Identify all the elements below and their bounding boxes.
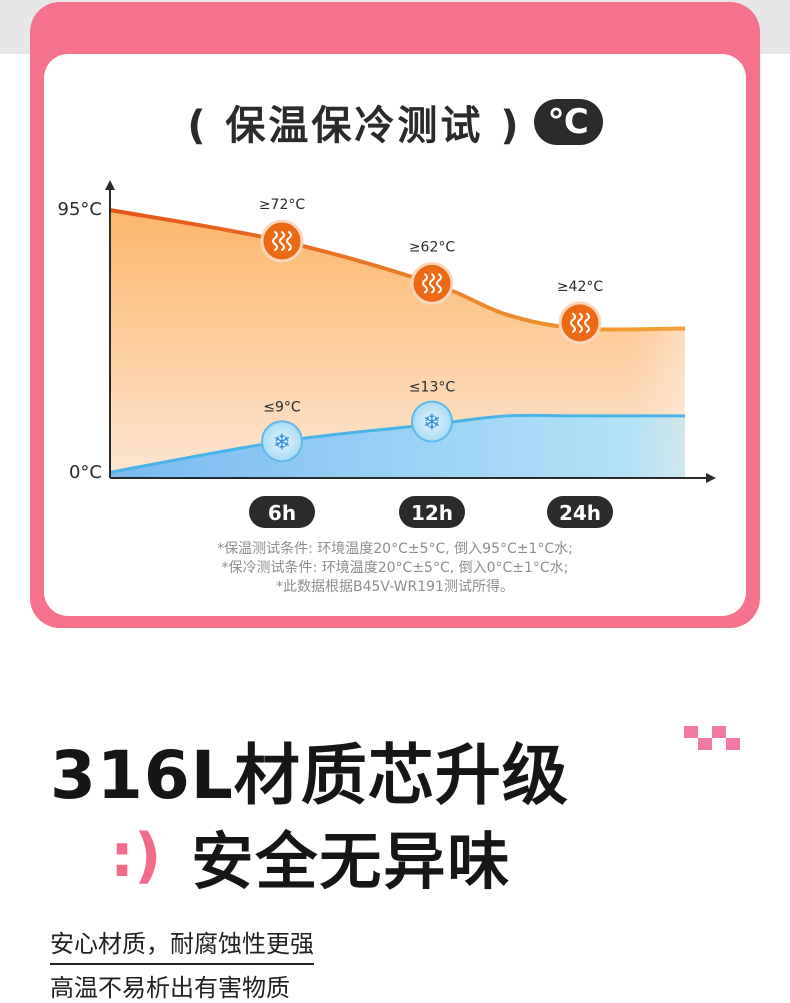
steam-wave	[422, 273, 428, 294]
cold-series-area	[110, 415, 685, 478]
smiley-icon: :)	[110, 821, 162, 891]
x-tick-label-24h: 24h	[559, 501, 601, 525]
checker-decoration	[684, 726, 740, 750]
snowflake-glyph: ❄	[423, 411, 441, 436]
steam-wave	[577, 312, 583, 333]
subheading-row: :) 安全无异味	[110, 816, 511, 898]
feature-line: 高温不易析出有害物质	[50, 974, 290, 1002]
y-tick-label-top: 95°C	[58, 199, 102, 220]
steam-wave	[429, 273, 435, 294]
y-axis-arrow	[105, 180, 115, 190]
steam-wave	[279, 231, 285, 252]
y-tick-label-bottom: 0°C	[69, 462, 102, 483]
hot-series-area	[110, 210, 685, 478]
steam-wave	[286, 231, 292, 252]
note-line: *此数据根据B45V-WR191测试所得。	[276, 579, 514, 595]
cold-marker-label: ≤9°C	[263, 399, 301, 415]
note-line: *保冷测试条件: 环境温度20°C±5°C, 倒入0°C±1°C水;	[221, 560, 569, 576]
x-tick-label-12h: 12h	[411, 501, 453, 525]
feature-line: 安心材质，耐腐蚀性更强	[50, 924, 314, 965]
hot-marker-label: ≥62°C	[409, 239, 456, 255]
steam-icon	[410, 261, 454, 305]
x-axis-arrow	[706, 473, 716, 483]
steam-icon	[558, 301, 602, 345]
subheading: 安全无异味	[191, 825, 512, 898]
x-tick-pill-6h	[249, 496, 315, 528]
test-notes: *保温测试条件: 环境温度20°C±5°C, 倒入95°C±1°C水; *保冷测…	[0, 540, 790, 597]
snowflake-icon	[411, 400, 453, 443]
steam-wave	[436, 273, 442, 294]
snowflake-icon	[261, 420, 303, 463]
x-tick-pill-12h	[399, 496, 465, 528]
cold-marker-label: ≤13°C	[409, 380, 456, 396]
steam-wave	[584, 312, 590, 333]
headline: 316L材质芯升级	[50, 737, 569, 814]
x-tick-label-6h: 6h	[268, 501, 296, 525]
steam-wave	[272, 231, 278, 252]
steam-wave	[570, 312, 576, 333]
steam-icon	[260, 219, 304, 263]
title-text: ( 保温保冷测试 )	[187, 103, 522, 149]
chart-title: ( 保温保冷测试 ) ℃	[0, 90, 790, 154]
hot-marker-label: ≥72°C	[259, 197, 306, 213]
unit-badge: ℃	[533, 99, 603, 145]
x-tick-pill-24h	[547, 496, 613, 528]
note-line: *保温测试条件: 环境温度20°C±5°C, 倒入95°C±1°C水;	[217, 541, 573, 557]
snowflake-glyph: ❄	[273, 430, 291, 455]
temperature-chart: 95°C 0°C 6h 12h 24h ≥72°C ≥62°C ≥42°C ❄ ≤9°C ❄ ≤13°…	[58, 180, 716, 528]
hot-marker-label: ≥42°C	[557, 279, 604, 295]
